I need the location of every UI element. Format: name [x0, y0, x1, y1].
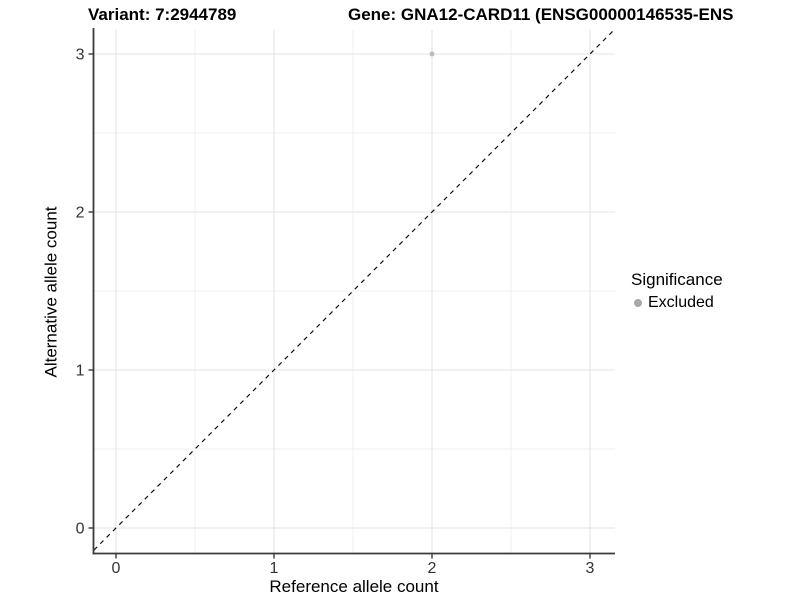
y-tick-label: 0 [76, 521, 85, 538]
x-tick-label: 2 [428, 560, 437, 577]
y-tick-label: 2 [76, 205, 85, 222]
y-axis-title: Alternative allele count [36, 30, 68, 554]
legend-key-dot-icon [634, 299, 642, 307]
legend-item-label: Excluded [648, 294, 714, 311]
y-tick-label: 1 [76, 363, 85, 380]
legend-title: Significance [631, 270, 723, 289]
x-tick-label: 0 [112, 560, 121, 577]
x-axis-title: Reference allele count [269, 577, 439, 596]
plot-title-variant: Variant: 7:2944789 [88, 5, 237, 24]
y-axis-title-text: Alternative allele count [42, 206, 62, 378]
legend: Significance Excluded [631, 269, 723, 312]
x-tick-label: 3 [586, 560, 595, 577]
plot-title-gene: Gene: GNA12-CARD11 (ENSG00000146535-ENS [348, 5, 734, 24]
x-tick-label: 1 [270, 560, 279, 577]
legend-item-excluded: Excluded [631, 294, 723, 312]
data-point [429, 51, 435, 57]
y-tick-label: 3 [76, 47, 85, 64]
identity-reference-line [93, 29, 615, 551]
